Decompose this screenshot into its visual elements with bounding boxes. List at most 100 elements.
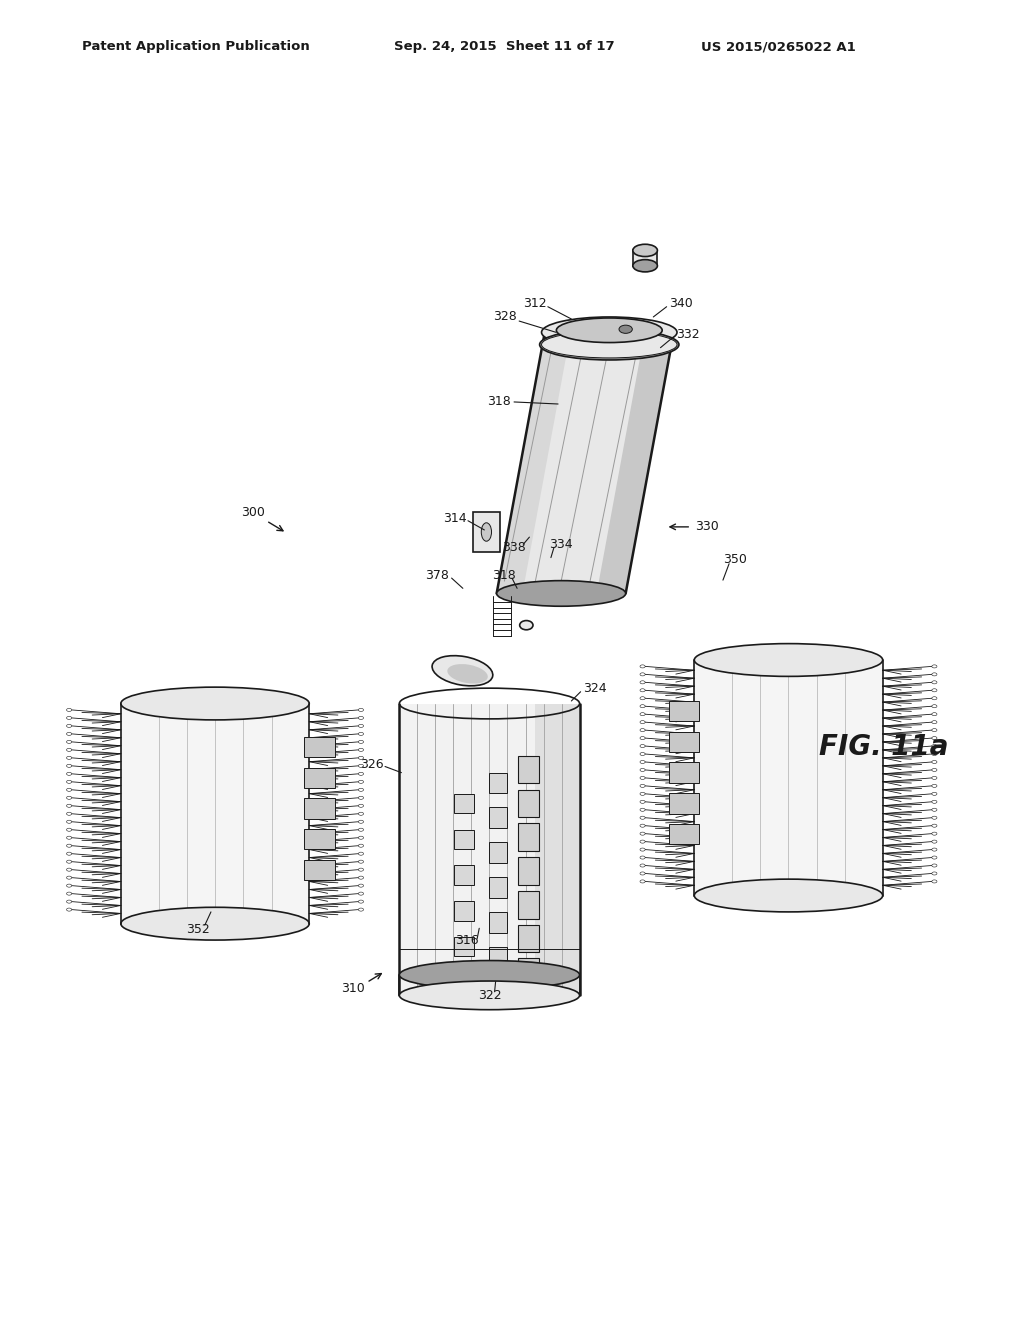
Ellipse shape: [633, 260, 657, 272]
Ellipse shape: [358, 764, 364, 767]
Ellipse shape: [640, 824, 645, 828]
Ellipse shape: [67, 884, 72, 887]
Text: 314: 314: [442, 512, 467, 525]
Text: 352: 352: [185, 923, 210, 936]
Ellipse shape: [640, 847, 645, 851]
Polygon shape: [669, 824, 699, 845]
Ellipse shape: [67, 796, 72, 800]
Ellipse shape: [640, 713, 645, 715]
Polygon shape: [455, 937, 473, 957]
Text: 318: 318: [492, 569, 516, 582]
Ellipse shape: [932, 792, 937, 796]
Ellipse shape: [432, 656, 493, 686]
Ellipse shape: [358, 780, 364, 783]
Polygon shape: [304, 767, 335, 788]
Ellipse shape: [121, 688, 309, 719]
Polygon shape: [399, 704, 580, 995]
Text: Sep. 24, 2015  Sheet 11 of 17: Sep. 24, 2015 Sheet 11 of 17: [394, 40, 614, 53]
Ellipse shape: [399, 961, 580, 989]
Ellipse shape: [640, 665, 645, 668]
Polygon shape: [669, 731, 699, 752]
Ellipse shape: [932, 681, 937, 684]
Ellipse shape: [67, 845, 72, 847]
Ellipse shape: [67, 900, 72, 903]
Text: 326: 326: [359, 758, 384, 771]
Ellipse shape: [542, 331, 677, 358]
Ellipse shape: [640, 729, 645, 731]
Ellipse shape: [640, 855, 645, 859]
Polygon shape: [455, 902, 473, 920]
Ellipse shape: [67, 764, 72, 767]
Ellipse shape: [358, 876, 364, 879]
Polygon shape: [497, 333, 570, 594]
Polygon shape: [304, 737, 335, 758]
Polygon shape: [455, 793, 473, 813]
Ellipse shape: [640, 880, 645, 883]
Ellipse shape: [67, 892, 72, 895]
Ellipse shape: [640, 873, 645, 875]
Ellipse shape: [358, 741, 364, 743]
Ellipse shape: [358, 717, 364, 719]
Ellipse shape: [932, 832, 937, 836]
Polygon shape: [455, 866, 473, 884]
Ellipse shape: [932, 865, 937, 867]
Ellipse shape: [640, 792, 645, 796]
Text: 312: 312: [522, 297, 547, 310]
Polygon shape: [518, 824, 539, 851]
Polygon shape: [473, 512, 500, 553]
Ellipse shape: [932, 760, 937, 763]
Ellipse shape: [67, 812, 72, 816]
Ellipse shape: [358, 820, 364, 824]
Ellipse shape: [640, 689, 645, 692]
Text: 300: 300: [241, 506, 265, 519]
Text: 310: 310: [341, 982, 366, 995]
Ellipse shape: [932, 847, 937, 851]
Ellipse shape: [640, 800, 645, 804]
Polygon shape: [535, 704, 580, 995]
Polygon shape: [488, 912, 507, 932]
Ellipse shape: [67, 828, 72, 832]
Text: 330: 330: [694, 520, 719, 533]
Ellipse shape: [640, 832, 645, 836]
Ellipse shape: [932, 752, 937, 755]
Ellipse shape: [633, 244, 657, 256]
Ellipse shape: [67, 725, 72, 727]
Ellipse shape: [67, 869, 72, 871]
Ellipse shape: [67, 756, 72, 759]
Ellipse shape: [67, 741, 72, 743]
Ellipse shape: [932, 816, 937, 820]
Polygon shape: [518, 756, 539, 783]
Text: 316: 316: [455, 935, 479, 946]
Ellipse shape: [67, 861, 72, 863]
Ellipse shape: [481, 523, 492, 541]
Ellipse shape: [67, 709, 72, 711]
Ellipse shape: [640, 760, 645, 763]
Ellipse shape: [67, 788, 72, 791]
Ellipse shape: [358, 845, 364, 847]
Ellipse shape: [932, 840, 937, 843]
Ellipse shape: [358, 812, 364, 816]
Ellipse shape: [67, 772, 72, 775]
Polygon shape: [518, 789, 539, 817]
Ellipse shape: [497, 581, 626, 606]
Ellipse shape: [67, 717, 72, 719]
Polygon shape: [304, 829, 335, 850]
Polygon shape: [488, 842, 507, 863]
Text: 324: 324: [583, 682, 607, 696]
Ellipse shape: [640, 808, 645, 812]
Ellipse shape: [640, 744, 645, 747]
Ellipse shape: [694, 644, 883, 676]
Ellipse shape: [67, 836, 72, 840]
Ellipse shape: [399, 981, 580, 1010]
Ellipse shape: [358, 828, 364, 832]
Text: 340: 340: [669, 297, 693, 310]
Polygon shape: [633, 251, 657, 265]
Ellipse shape: [67, 908, 72, 911]
Text: FIG. 11a: FIG. 11a: [819, 733, 948, 762]
Ellipse shape: [67, 733, 72, 735]
Ellipse shape: [121, 907, 309, 940]
Polygon shape: [518, 958, 539, 986]
Polygon shape: [669, 763, 699, 783]
Text: Patent Application Publication: Patent Application Publication: [82, 40, 309, 53]
Text: 328: 328: [493, 310, 517, 323]
